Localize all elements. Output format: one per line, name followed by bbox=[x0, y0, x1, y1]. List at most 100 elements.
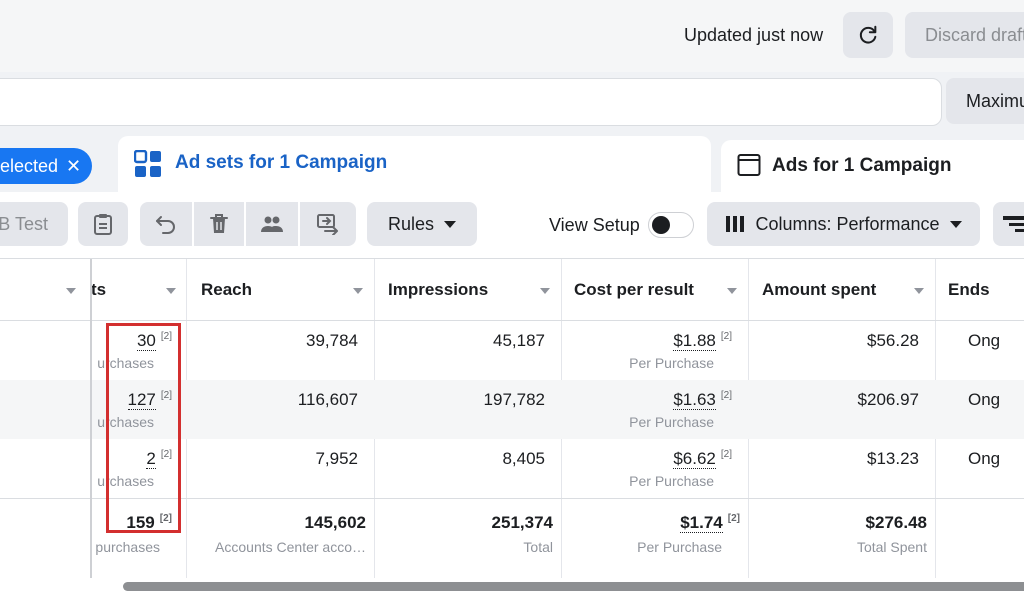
horizontal-scrollbar[interactable] bbox=[0, 578, 1024, 594]
reach-value: 7,952 bbox=[315, 449, 358, 468]
results-sublabel: urchases bbox=[97, 355, 154, 371]
totals-row: 159 [2] purchases 145,602 Accounts Center… bbox=[0, 498, 1024, 579]
caret-down-icon[interactable] bbox=[166, 288, 176, 294]
toolbar: B Test Rules View Setup Columns: Per bbox=[0, 192, 1024, 258]
total-reach-value: 145,602 bbox=[304, 513, 366, 532]
scrollbar-thumb[interactable] bbox=[123, 582, 1024, 591]
cost-sublabel: Per Purchase bbox=[629, 355, 714, 371]
columns-label: Columns: Performance bbox=[755, 213, 940, 234]
footnote-marker: [2] bbox=[727, 513, 740, 524]
selected-filter-pill[interactable]: elected ✕ bbox=[0, 148, 92, 184]
spent-value: $206.97 bbox=[857, 390, 919, 409]
footnote-marker: [2] bbox=[720, 390, 732, 401]
search-row: Maximum bbox=[0, 72, 1024, 134]
header-amount-spent[interactable]: Amount spent bbox=[762, 280, 877, 299]
table-row[interactable]: 127 [2] urchases 116,607 197,782 $1.63 [2]… bbox=[0, 380, 1024, 439]
caret-down-icon[interactable] bbox=[540, 288, 550, 294]
clipboard-icon bbox=[93, 213, 113, 235]
undo-button[interactable] bbox=[140, 202, 192, 246]
footnote-marker: [2] bbox=[160, 331, 172, 342]
trash-icon bbox=[209, 213, 229, 235]
tab-ad-sets-label: Ad sets for 1 Campaign bbox=[175, 152, 388, 173]
cost-value[interactable]: $1.63 bbox=[673, 390, 716, 410]
ends-value: Ong bbox=[968, 331, 1001, 350]
delete-button[interactable] bbox=[194, 202, 244, 246]
total-spent-value: $276.48 bbox=[865, 513, 927, 532]
footnote-marker: [2] bbox=[720, 331, 732, 342]
ends-value: Ong bbox=[968, 449, 1001, 468]
close-icon[interactable]: ✕ bbox=[66, 156, 82, 176]
toggle-knob bbox=[652, 216, 670, 234]
ends-value: Ong bbox=[968, 390, 1001, 409]
caret-down-icon bbox=[444, 220, 457, 228]
results-value[interactable]: 2 bbox=[146, 449, 156, 469]
refresh-icon bbox=[857, 24, 879, 46]
search-input[interactable] bbox=[0, 78, 942, 126]
rules-label: Rules bbox=[387, 213, 435, 234]
impressions-value: 197,782 bbox=[483, 390, 545, 409]
header-reach[interactable]: Reach bbox=[201, 280, 253, 299]
cost-value[interactable]: $1.88 bbox=[673, 331, 716, 351]
impressions-value: 45,187 bbox=[493, 331, 545, 350]
results-sublabel: urchases bbox=[97, 414, 154, 430]
view-setup-toggle[interactable] bbox=[648, 212, 694, 238]
results-value[interactable]: 30 bbox=[136, 331, 156, 351]
audience-button[interactable] bbox=[246, 202, 298, 246]
results-value[interactable]: 127 bbox=[127, 390, 156, 410]
frozen-column-edge bbox=[0, 259, 92, 579]
duplicate-button[interactable] bbox=[78, 202, 128, 246]
people-icon bbox=[260, 214, 284, 234]
footnote-marker: [2] bbox=[160, 390, 172, 401]
export-button[interactable] bbox=[300, 202, 356, 246]
table-row[interactable]: 30 [2] urchases 39,784 45,187 $1.88 [2] Pe… bbox=[0, 321, 1024, 380]
view-setup-label: View Setup bbox=[549, 215, 640, 235]
total-cost-sublabel: Per Purchase bbox=[637, 539, 722, 555]
reach-value: 116,607 bbox=[297, 390, 358, 409]
total-results-sublabel: purchases bbox=[95, 539, 160, 555]
impressions-value: 8,405 bbox=[502, 449, 545, 468]
selected-pill-label: elected bbox=[0, 156, 59, 176]
rules-dropdown[interactable]: Rules bbox=[367, 202, 477, 246]
footnote-marker: [2] bbox=[720, 449, 732, 460]
header-cost-per-result[interactable]: Cost per result bbox=[574, 280, 694, 299]
table-row[interactable]: 2 [2] urchases 7,952 8,405 $6.62 [2] Per P… bbox=[0, 439, 1024, 498]
table-header: ts Reach Impressions Cost per result Amo… bbox=[0, 259, 1024, 321]
refresh-button[interactable] bbox=[843, 12, 893, 58]
highlight-box bbox=[106, 323, 181, 533]
total-spent-sublabel: Total Spent bbox=[856, 539, 927, 555]
caret-down-icon bbox=[949, 220, 962, 228]
reach-value: 39,784 bbox=[306, 331, 358, 350]
caret-down-icon[interactable] bbox=[727, 288, 737, 294]
spent-value: $13.23 bbox=[867, 449, 919, 468]
breakdown-button[interactable] bbox=[993, 202, 1024, 246]
updated-status: Updated just now bbox=[684, 25, 824, 45]
maximum-button[interactable]: Maximum bbox=[946, 78, 1024, 124]
tab-ads-label: Ads for 1 Campaign bbox=[772, 155, 952, 176]
header-results[interactable]: ts bbox=[91, 280, 107, 299]
undo-icon bbox=[155, 214, 177, 234]
total-results-value: 159 bbox=[126, 513, 155, 532]
cost-sublabel: Per Purchase bbox=[629, 473, 714, 489]
total-reach-sublabel: Accounts Center acco… bbox=[215, 539, 366, 555]
top-bar: Updated just now Discard drafts bbox=[0, 0, 1024, 72]
cost-value[interactable]: $6.62 bbox=[673, 449, 716, 469]
tab-ads[interactable]: Ads for 1 Campaign bbox=[721, 140, 1024, 192]
header-impressions[interactable]: Impressions bbox=[388, 280, 489, 299]
export-icon bbox=[316, 213, 340, 235]
total-cost-value[interactable]: $1.74 bbox=[680, 513, 723, 533]
caret-down-icon[interactable] bbox=[353, 288, 363, 294]
discard-drafts-button[interactable]: Discard drafts bbox=[905, 12, 1024, 58]
caret-down-icon[interactable] bbox=[66, 288, 76, 294]
ad-sets-table: ts Reach Impressions Cost per result Amo… bbox=[0, 258, 1024, 579]
footnote-marker: [2] bbox=[159, 513, 172, 524]
columns-dropdown[interactable]: Columns: Performance bbox=[707, 202, 980, 246]
tab-ad-sets[interactable]: Ad sets for 1 Campaign bbox=[118, 136, 711, 194]
header-ends[interactable]: Ends bbox=[948, 280, 990, 299]
results-sublabel: urchases bbox=[97, 473, 154, 489]
ab-test-button[interactable]: B Test bbox=[0, 202, 68, 246]
columns-icon bbox=[725, 215, 745, 233]
spent-value: $56.28 bbox=[867, 331, 919, 350]
bottom-strip bbox=[0, 594, 1024, 615]
breakdown-icon bbox=[1003, 214, 1024, 234]
caret-down-icon[interactable] bbox=[914, 288, 924, 294]
